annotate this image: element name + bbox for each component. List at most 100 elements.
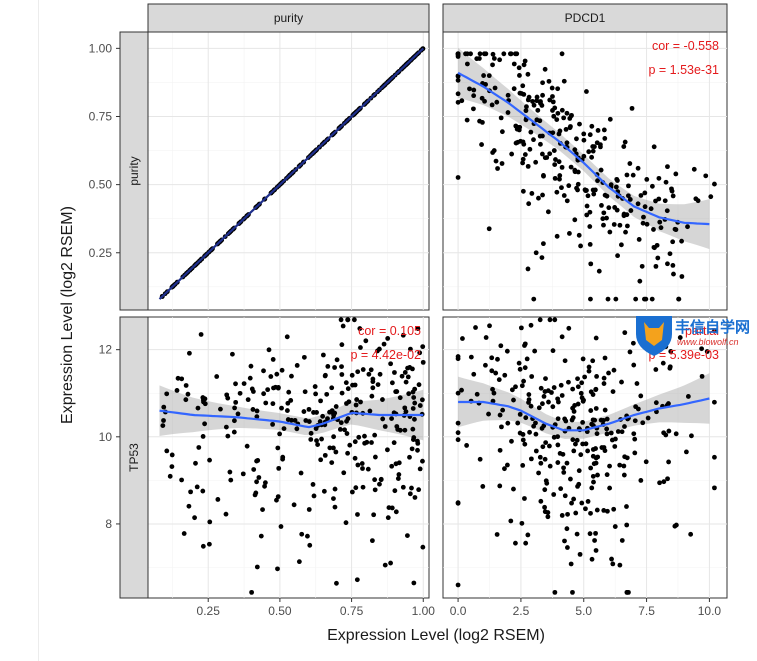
data-point: [581, 153, 587, 159]
data-point: [511, 397, 516, 403]
data-point: [573, 441, 578, 447]
data-point: [525, 163, 531, 169]
data-point: [270, 401, 276, 407]
data-point: [655, 255, 661, 261]
data-point: [310, 482, 316, 487]
data-point: [526, 400, 531, 405]
data-point: [344, 431, 350, 436]
data-point: [552, 317, 558, 323]
data-point: [405, 365, 410, 371]
data-point: [570, 589, 575, 595]
data-point: [518, 138, 523, 144]
data-point: [624, 504, 629, 509]
data-point: [194, 484, 200, 490]
data-point: [602, 407, 608, 413]
data-point: [467, 86, 472, 92]
panel-background: [147, 316, 430, 599]
data-point: [366, 371, 372, 377]
data-point: [610, 389, 616, 395]
data-point: [588, 261, 594, 267]
data-point: [406, 391, 412, 397]
data-point: [535, 107, 541, 113]
data-point: [604, 426, 610, 432]
data-point: [566, 325, 572, 331]
data-point: [704, 349, 710, 354]
data-point: [518, 325, 524, 331]
data-point: [402, 370, 408, 375]
data-point: [183, 397, 189, 403]
data-point: [544, 155, 550, 160]
data-point: [607, 485, 613, 491]
data-point: [351, 317, 357, 323]
data-point: [592, 144, 597, 150]
annotation-label: cor = 0.105: [358, 324, 421, 338]
data-point: [631, 362, 637, 368]
data-point: [513, 384, 518, 390]
data-point: [551, 492, 557, 497]
data-point: [618, 242, 624, 248]
data-point: [409, 446, 415, 452]
data-point: [389, 380, 395, 386]
data-point: [531, 102, 537, 108]
data-point: [161, 418, 166, 423]
data-point: [468, 354, 474, 360]
data-point: [633, 404, 639, 410]
annotation-label: p = 5.39e-03: [648, 348, 719, 362]
data-point: [550, 348, 556, 354]
data-point: [593, 530, 598, 536]
data-point: [712, 485, 717, 491]
data-point: [550, 404, 556, 410]
data-point: [635, 165, 641, 171]
data-point: [523, 108, 529, 114]
data-point: [609, 556, 614, 562]
data-point: [604, 215, 609, 221]
data-point: [320, 413, 326, 419]
data-point: [665, 164, 670, 170]
x-tick-label: 7.5: [638, 604, 655, 618]
panels-layer: cor = -0.558 p = 1.53e-31 cor = 0.105 p = 4…: [147, 31, 728, 599]
data-point: [555, 86, 561, 92]
data-point: [555, 442, 561, 448]
data-point: [270, 421, 276, 427]
data-point: [342, 427, 347, 433]
data-point: [338, 317, 344, 323]
data-point: [663, 432, 669, 438]
data-point: [249, 589, 255, 595]
data-point: [538, 498, 544, 504]
data-point: [185, 391, 191, 397]
data-point: [574, 136, 579, 142]
data-point: [606, 205, 612, 211]
data-point: [553, 157, 558, 162]
data-point: [455, 99, 461, 105]
data-point: [645, 415, 651, 421]
data-point: [559, 334, 565, 340]
data-point: [455, 420, 461, 426]
column-strip-label: purity: [274, 11, 303, 25]
data-point: [528, 322, 534, 328]
data-point: [355, 369, 361, 375]
data-point: [580, 398, 586, 404]
data-point: [358, 345, 363, 350]
annotation-label: cor = -0.558: [652, 39, 719, 53]
data-point: [522, 365, 528, 371]
data-point: [649, 296, 655, 302]
data-point: [626, 183, 631, 189]
data-point: [595, 472, 600, 478]
data-point: [666, 459, 671, 465]
data-point: [590, 187, 596, 193]
data-point: [319, 436, 324, 442]
x-tick-label: 10.0: [698, 604, 722, 618]
data-point: [583, 441, 589, 447]
x-tick-label: 2.5: [513, 604, 530, 618]
data-point: [559, 51, 565, 57]
data-point: [200, 488, 206, 494]
data-point: [632, 450, 638, 456]
data-point: [525, 71, 531, 77]
data-point: [662, 198, 668, 204]
data-point: [420, 458, 425, 464]
data-point: [480, 484, 486, 489]
data-point: [529, 191, 535, 196]
data-point: [504, 348, 510, 354]
data-point: [577, 551, 583, 557]
data-point: [664, 208, 670, 214]
